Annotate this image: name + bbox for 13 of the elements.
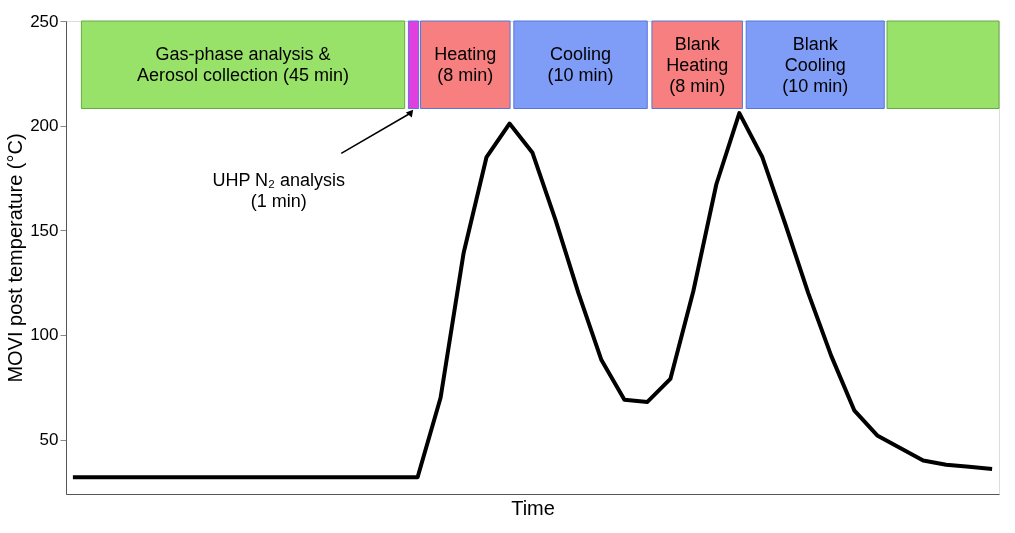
- annotation: UHP N₂ analysis (1 min): [212, 169, 346, 211]
- annotation: Cooling (10 min): [547, 44, 614, 86]
- y-tick-label: 250: [30, 11, 59, 31]
- y-tick-label: 100: [30, 325, 59, 345]
- line-series: [70, 111, 995, 480]
- annotation: Blank Cooling (10 min): [782, 33, 849, 96]
- y-axis-title: MOVI post temperature (°C): [4, 133, 27, 383]
- annotation: Blank Heating (8 min): [666, 33, 729, 96]
- y-tick-label: 150: [30, 220, 59, 240]
- y-tick-label: 200: [30, 116, 59, 136]
- annotation: Heating (8 min): [434, 44, 497, 86]
- x-axis-title: Time: [511, 496, 555, 519]
- y-tick-label: 50: [39, 430, 59, 450]
